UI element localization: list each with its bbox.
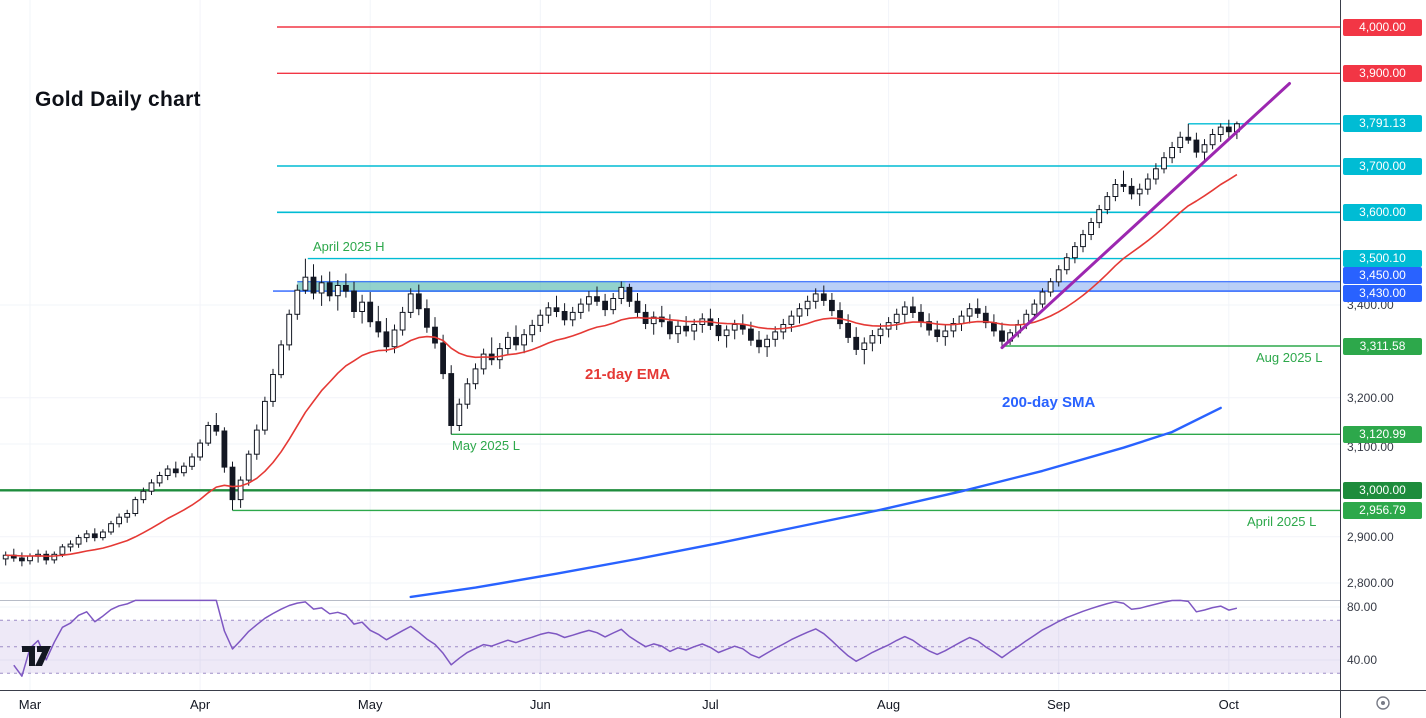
time-axis-label-jul: Jul [702,697,719,712]
price-label-box: 3,600.00 [1343,203,1422,221]
price-label-box: 3,900.00 [1343,64,1422,82]
price-label-box: 3,311.58 [1343,337,1422,355]
price-zone[interactable] [297,280,626,292]
time-axis-label-jun: Jun [529,697,551,712]
price-scale-label: 3,100.00 [1347,440,1394,454]
price-label-box: 4,000.00 [1343,18,1422,36]
time-axis-label-apr: Apr [189,697,211,712]
price-label-box: 2,956.79 [1343,501,1422,519]
price-scale-label: 40.00 [1347,653,1378,667]
price-label-box: 3,500.10 [1343,250,1422,268]
time-axis-label-sep: Sep [1047,697,1071,712]
price-label-box: 3,450.00 [1343,267,1422,285]
time-axis-separator [0,690,1426,691]
time-axis-label-may: May [357,697,383,712]
price-scale-label: 3,200.00 [1347,390,1394,405]
price-zone[interactable] [625,280,1341,292]
price-label-box: 3,000.00 [1343,481,1422,499]
tradingview-logo[interactable] [22,646,56,668]
price-label-box: 3,120.99 [1343,425,1422,443]
chart-svg[interactable] [0,0,1341,690]
candlestick-series[interactable] [2,119,1240,567]
trendline[interactable] [1000,82,1291,350]
chart-plot-area[interactable] [0,0,1341,690]
time-axis-label-mar: Mar [18,697,42,712]
time-axis[interactable]: Mar Apr May Jun Jul Aug Sep Oct [0,691,1426,718]
price-axis[interactable]: 4,000.00 3,900.00 3,791.13 3,700.00 3,600.00… [1341,0,1426,690]
price-axis-separator [1340,0,1341,718]
price-label-box: 3,430.00 [1343,284,1422,302]
price-scale-label: 80.00 [1347,600,1378,614]
price-label-box: 3,791.13 [1343,115,1422,133]
time-axis-label-aug: Aug [877,697,901,712]
sma-line[interactable] [409,406,1222,599]
rsi-line[interactable] [13,599,1238,677]
rsi-band [0,620,1341,674]
axis-settings-icon[interactable] [1374,694,1392,712]
price-scale-label: 2,900.00 [1347,529,1394,544]
price-scale-label: 2,800.00 [1347,576,1394,590]
ema-line[interactable] [5,173,1238,558]
price-label-box: 3,700.00 [1343,157,1422,175]
time-axis-label-oct: Oct [1218,697,1239,712]
